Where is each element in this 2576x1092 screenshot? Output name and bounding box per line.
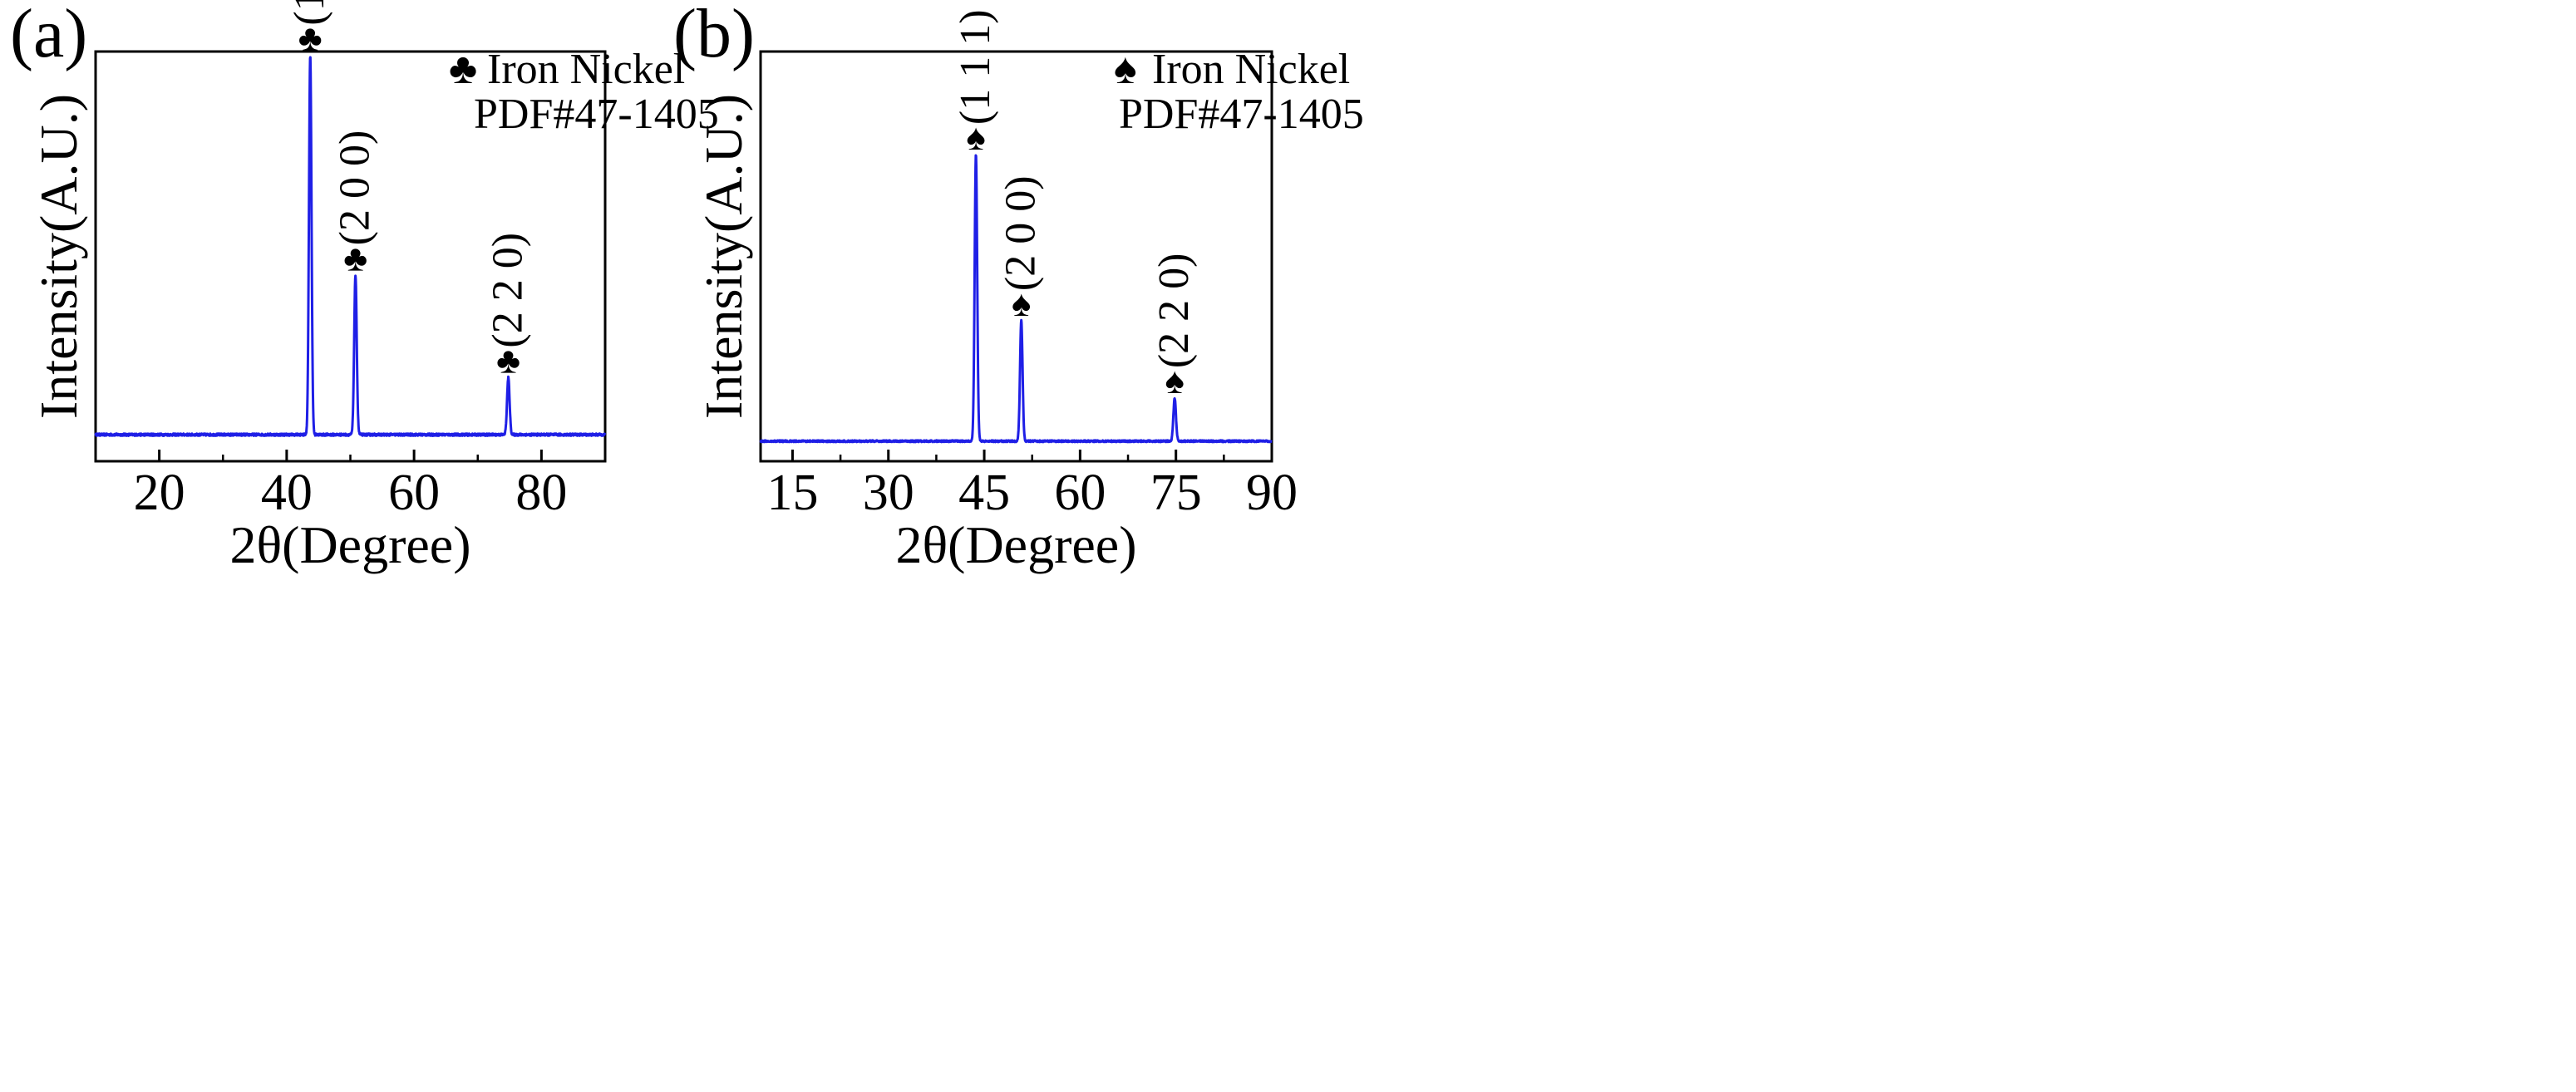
xrd-series-line [94, 56, 607, 437]
x-axis-title: 2θ(Degree) [895, 515, 1136, 574]
legend-pdf-card: PDF#47-1405 [1119, 91, 1364, 138]
x-tick-label: 90 [1246, 465, 1298, 521]
x-tick-label: 20 [134, 465, 185, 521]
peak-hkl-label: (2 2 0) [1150, 253, 1198, 369]
y-axis-title: Intensity(A.U.) [694, 94, 753, 419]
legend-symbol: ♠ [1114, 46, 1137, 93]
peak-marker-symbol: ♠ [966, 117, 985, 158]
xrd-series-line [759, 154, 1273, 444]
x-tick-label: 45 [958, 465, 1010, 521]
x-tick-label: 80 [515, 465, 567, 521]
peak-marker-symbol: ♣ [343, 238, 367, 278]
x-axis-title: 2θ(Degree) [229, 515, 470, 574]
x-tick-label: 75 [1150, 465, 1202, 521]
plot-frame [759, 50, 1273, 463]
peak-hkl-label: (1 1 1) [286, 0, 333, 26]
panel-a: (a)204060802θ(Degree)Intensity(A.U.)♣(1 … [10, 0, 719, 574]
y-axis-title: Intensity(A.U.) [29, 94, 88, 419]
x-tick-label: 60 [1054, 465, 1106, 521]
peak-hkl-label: (1 1 1) [952, 9, 999, 125]
peak-marker-symbol: ♣ [298, 18, 323, 59]
panel-b: (b) 15 30 45 60 75 90 2θ(Degree) Intensity(A.U.)… [673, 0, 1364, 574]
panel-label: (b) [673, 0, 755, 72]
peak-marker-symbol: ♠ [1012, 283, 1031, 324]
x-tick-label: 40 [261, 465, 313, 521]
legend-name: Iron Nickel [487, 46, 685, 93]
panel-label: (a) [10, 0, 87, 72]
peak-hkl-label: (2 2 0) [485, 233, 532, 348]
peak-marker-symbol: ♣ [496, 341, 520, 381]
x-tick-label: 30 [863, 465, 914, 521]
peak-hkl-label: (2 0 0) [997, 175, 1045, 291]
peak-marker-symbol: ♠ [1165, 361, 1184, 401]
peak-hkl-label: (2 0 0) [332, 130, 379, 246]
legend-name: Iron Nickel [1152, 46, 1350, 93]
legend-pdf-card: PDF#47-1405 [474, 91, 719, 138]
x-tick-label: 60 [388, 465, 440, 521]
x-tick-label: 15 [766, 465, 818, 521]
legend-symbol: ♣ [449, 46, 477, 93]
